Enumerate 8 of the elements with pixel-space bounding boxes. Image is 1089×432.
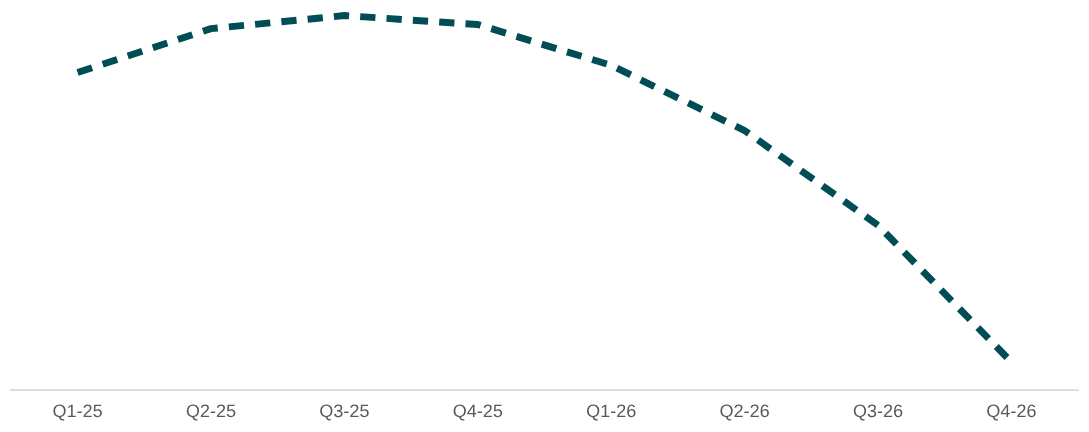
x-tick-label: Q4-26 [987,404,1036,421]
x-tick-label: Q1-26 [586,404,636,421]
x-tick-label: Q1-25 [53,404,102,421]
x-tick-label: Q3-26 [853,404,903,421]
x-tick-label: Q2-25 [186,404,236,421]
x-tick-label: Q2-26 [720,404,769,421]
x-tick-label: Q4-25 [453,404,503,421]
x-tick-label: Q3-25 [320,404,369,421]
